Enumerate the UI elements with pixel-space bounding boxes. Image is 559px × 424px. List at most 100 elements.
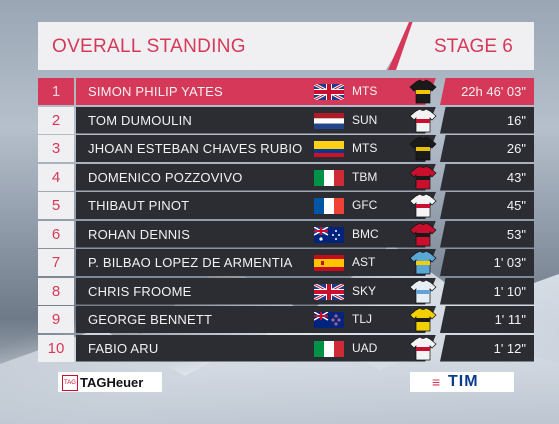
standings-board: OVERALL STANDING STAGE 6 1 SIMON PHILIP Y… xyxy=(38,22,534,370)
time-panel: 53" xyxy=(440,220,534,248)
team-code: MTS xyxy=(352,84,378,98)
gb-flag-icon xyxy=(313,282,345,301)
rider-bar xyxy=(76,334,436,362)
rider-name: THIBAUT PINOT xyxy=(88,198,190,213)
it-flag-icon xyxy=(314,169,344,186)
team-code: GFC xyxy=(352,198,378,212)
red-jersey-icon xyxy=(404,221,442,248)
team-code: SKY xyxy=(352,283,377,298)
position-label: 10 xyxy=(38,334,74,362)
standing-row: 9 GEORGE BENNETT TLJ 1' 11" xyxy=(38,306,534,335)
position-label: 4 xyxy=(38,163,74,191)
rider-bar xyxy=(76,249,436,276)
it-flag-icon xyxy=(314,340,344,357)
sponsor-left-label: TAGHeuer xyxy=(80,375,144,390)
au-flag-icon xyxy=(313,225,344,243)
rider-name: CHRIS FROOME xyxy=(88,283,192,299)
rider-name: FABIO ARU xyxy=(88,340,159,356)
rider-name: P. BILBAO LOPEZ DE ARMENTIA xyxy=(88,255,293,270)
team-code: BMC xyxy=(352,226,379,241)
position-label: 7 xyxy=(38,249,74,276)
position-label: 6 xyxy=(38,220,74,248)
gap-time: 1' 03" xyxy=(493,255,526,270)
standing-row: 1 SIMON PHILIP YATES MTS 22h 46' 03" xyxy=(38,78,534,107)
fr-flag-icon xyxy=(314,198,344,214)
rider-bar xyxy=(76,277,436,305)
time-panel: 26" xyxy=(440,135,534,162)
team-code: TLJ xyxy=(352,312,373,326)
co-flag-icon xyxy=(314,141,344,157)
standing-row: 4 DOMENICO POZZOVIVO TBM 43" xyxy=(38,163,534,193)
gap-time: 45" xyxy=(506,198,526,213)
red-jersey-icon xyxy=(404,164,442,191)
tim-logo-icon: ≡ xyxy=(432,374,441,390)
gap-time: 1' 12" xyxy=(493,340,526,356)
team-code: TBM xyxy=(352,169,378,184)
standing-row: 3 JHOAN ESTEBAN CHAVES RUBIO MTS 26" xyxy=(38,135,534,164)
position-label: 1 xyxy=(38,78,74,105)
time-panel: 22h 46' 03" xyxy=(440,78,534,105)
position-label: 8 xyxy=(38,277,74,305)
tagheuer-logo-icon: TAG xyxy=(62,375,78,391)
sponsor-tagheuer: TAG TAGHeuer xyxy=(58,372,162,392)
gap-time: 53" xyxy=(506,226,526,242)
gap-time: 1' 11" xyxy=(494,312,526,327)
rider-name: SIMON PHILIP YATES xyxy=(88,84,223,99)
es-flag-icon xyxy=(314,255,344,271)
header-title-panel: OVERALL STANDING xyxy=(38,22,416,70)
time-panel: 45" xyxy=(440,192,534,219)
position-label: 9 xyxy=(38,306,74,333)
time-panel: 1' 03" xyxy=(440,249,534,276)
gap-time: 22h 46' 03" xyxy=(461,84,526,99)
time-panel: 16" xyxy=(440,106,534,134)
standing-row: 2 TOM DUMOULIN SUN 16" xyxy=(38,106,534,136)
rider-bar xyxy=(76,220,436,248)
gap-time: 43" xyxy=(506,169,526,185)
gap-time: 26" xyxy=(506,141,526,156)
rider-bar xyxy=(76,306,436,333)
position-label: 2 xyxy=(38,106,74,134)
team-code: MTS xyxy=(352,141,378,155)
white-jersey-icon xyxy=(404,335,442,362)
standings-list: 1 SIMON PHILIP YATES MTS 22h 46' 03" 2 TOM DU… xyxy=(38,78,534,363)
time-panel: 1' 11" xyxy=(440,306,534,333)
gap-time: 1' 10" xyxy=(493,283,526,299)
rider-bar xyxy=(76,192,436,219)
stage-label: STAGE 6 xyxy=(434,36,513,57)
team-code: UAD xyxy=(352,340,378,355)
rider-name: GEORGE BENNETT xyxy=(88,312,213,327)
time-panel: 43" xyxy=(440,163,534,191)
lightblue-jersey-icon xyxy=(404,278,442,305)
standing-row: 5 THIBAUT PINOT GFC 45" xyxy=(38,192,534,221)
page-title: OVERALL STANDING xyxy=(52,36,246,57)
pink-jersey-icon xyxy=(404,78,442,105)
rider-bar xyxy=(76,135,436,162)
standing-row: 8 CHRIS FROOME SKY 1' 10" xyxy=(38,277,534,307)
nz-flag-icon xyxy=(313,311,344,328)
rider-name: ROHAN DENNIS xyxy=(88,226,191,242)
rider-name: JHOAN ESTEBAN CHAVES RUBIO xyxy=(88,141,303,156)
standing-row: 10 FABIO ARU UAD 1' 12" xyxy=(38,334,534,364)
nl-flag-icon xyxy=(314,112,344,129)
team-code: AST xyxy=(352,255,376,269)
rider-bar xyxy=(76,78,436,105)
green-jersey-icon xyxy=(404,135,442,162)
gb-flag-icon xyxy=(313,82,345,102)
gap-time: 16" xyxy=(506,112,526,128)
time-panel: 1' 12" xyxy=(440,334,534,362)
header-stage-panel: STAGE 6 xyxy=(396,22,534,70)
white-jersey-icon xyxy=(404,192,442,219)
yellow-jersey-icon xyxy=(404,306,442,333)
position-label: 3 xyxy=(38,135,74,162)
sponsor-tim: ≡ TIM xyxy=(410,372,514,392)
blue-jersey-icon xyxy=(404,249,442,276)
standing-row: 6 ROHAN DENNIS BMC 53" xyxy=(38,220,534,250)
position-label: 5 xyxy=(38,192,74,219)
rider-bar xyxy=(76,106,436,134)
sponsor-right-label: TIM xyxy=(448,373,479,390)
standing-row: 7 P. BILBAO LOPEZ DE ARMENTIA AST 1' 03" xyxy=(38,249,534,278)
team-code: SUN xyxy=(352,112,378,127)
time-panel: 1' 10" xyxy=(440,277,534,305)
rider-name: TOM DUMOULIN xyxy=(88,112,192,128)
white-jersey-icon xyxy=(404,107,442,134)
